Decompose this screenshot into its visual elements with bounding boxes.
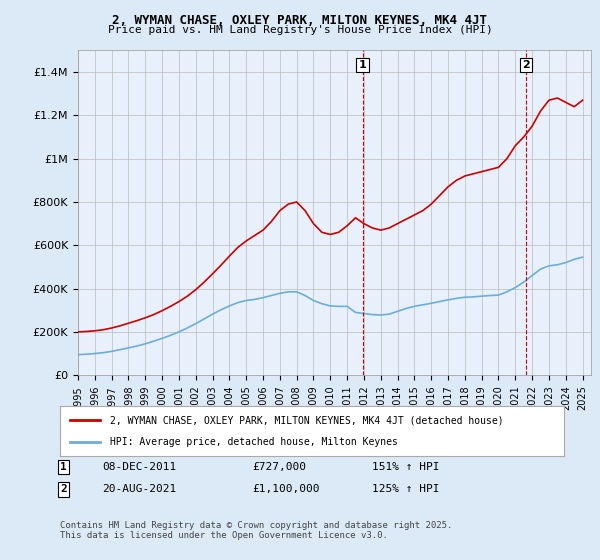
Text: Contains HM Land Registry data © Crown copyright and database right 2025.
This d: Contains HM Land Registry data © Crown c… — [60, 521, 452, 540]
Text: 1: 1 — [60, 462, 67, 472]
Text: HPI: Average price, detached house, Milton Keynes: HPI: Average price, detached house, Milt… — [110, 437, 398, 447]
Text: 08-DEC-2011: 08-DEC-2011 — [102, 462, 176, 472]
Text: 125% ↑ HPI: 125% ↑ HPI — [372, 484, 439, 494]
Text: 2, WYMAN CHASE, OXLEY PARK, MILTON KEYNES, MK4 4JT: 2, WYMAN CHASE, OXLEY PARK, MILTON KEYNE… — [113, 14, 487, 27]
Text: 20-AUG-2021: 20-AUG-2021 — [102, 484, 176, 494]
Text: Price paid vs. HM Land Registry's House Price Index (HPI): Price paid vs. HM Land Registry's House … — [107, 25, 493, 35]
Text: 1: 1 — [359, 60, 367, 70]
Text: £1,100,000: £1,100,000 — [252, 484, 320, 494]
Text: £727,000: £727,000 — [252, 462, 306, 472]
Text: 2, WYMAN CHASE, OXLEY PARK, MILTON KEYNES, MK4 4JT (detached house): 2, WYMAN CHASE, OXLEY PARK, MILTON KEYNE… — [110, 415, 504, 425]
Text: 151% ↑ HPI: 151% ↑ HPI — [372, 462, 439, 472]
Text: 2: 2 — [522, 60, 530, 70]
Text: 2: 2 — [60, 484, 67, 494]
